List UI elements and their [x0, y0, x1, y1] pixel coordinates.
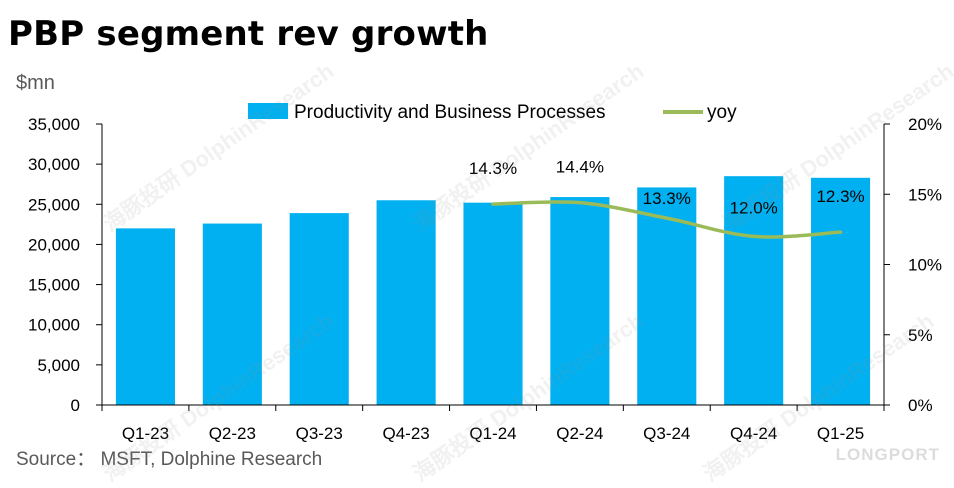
y-tick-label: 25,000 — [28, 195, 80, 214]
y-tick-label: 10,000 — [28, 316, 80, 335]
legend-label-line: yoy — [707, 102, 737, 123]
bar-q1-23 — [115, 228, 175, 405]
x-tick-label: Q1-25 — [817, 424, 864, 443]
bar-q4-24 — [724, 176, 784, 405]
y-axis-unit-label: $mn — [16, 72, 55, 94]
y-tick-label: 20,000 — [28, 235, 80, 254]
yoy-data-label: 13.3% — [643, 189, 691, 208]
yoy-data-label: 14.4% — [556, 158, 604, 177]
source-note: Source： MSFT, Dolphine Research — [16, 449, 323, 470]
legend-label-bar: Productivity and Business Processes — [294, 102, 606, 123]
bar-q2-24 — [550, 197, 610, 405]
chart-svg: 0 5,000 10,000 15,000 20,000 25,000 30,000 35,0… — [28, 102, 942, 443]
y-tick-label: 30,000 — [28, 155, 80, 174]
bar-q3-23 — [289, 213, 349, 405]
bar-q3-24 — [637, 187, 697, 405]
legend-swatch-bar — [248, 103, 288, 119]
x-tick-label: Q2-24 — [556, 424, 603, 443]
x-tick-label: Q1-23 — [122, 424, 169, 443]
y2-tick-label: 10% — [908, 256, 942, 275]
bar-q4-23 — [376, 200, 436, 405]
bar-q1-24 — [463, 202, 523, 405]
longport-logo: LONGPORT — [835, 445, 940, 464]
y2-tick-label: 20% — [908, 115, 942, 134]
bar-q2-23 — [202, 223, 262, 405]
x-tick-label: Q3-24 — [643, 424, 690, 443]
bar-q1-25 — [811, 177, 871, 405]
y2-tick-label: 15% — [908, 185, 942, 204]
x-tick-label: Q4-24 — [730, 424, 777, 443]
y-tick-label: 35,000 — [28, 115, 80, 134]
y-tick-label: 0 — [71, 396, 80, 415]
y2-tick-label: 5% — [908, 326, 933, 345]
y-tick-label: 15,000 — [28, 276, 80, 295]
x-tick-label: Q1-24 — [469, 424, 516, 443]
yoy-data-label: 14.3% — [469, 159, 517, 178]
x-tick-label: Q2-23 — [209, 424, 256, 443]
yoy-data-label: 12.3% — [816, 187, 864, 206]
yoy-line — [491, 200, 843, 239]
x-tick-label: Q4-23 — [382, 424, 429, 443]
chart-title: PBP segment rev growth — [8, 14, 489, 54]
yoy-data-label: 12.0% — [730, 198, 778, 217]
y-tick-label: 5,000 — [37, 356, 80, 375]
x-tick-label: Q3-23 — [296, 424, 343, 443]
y2-tick-label: 0% — [908, 396, 933, 415]
